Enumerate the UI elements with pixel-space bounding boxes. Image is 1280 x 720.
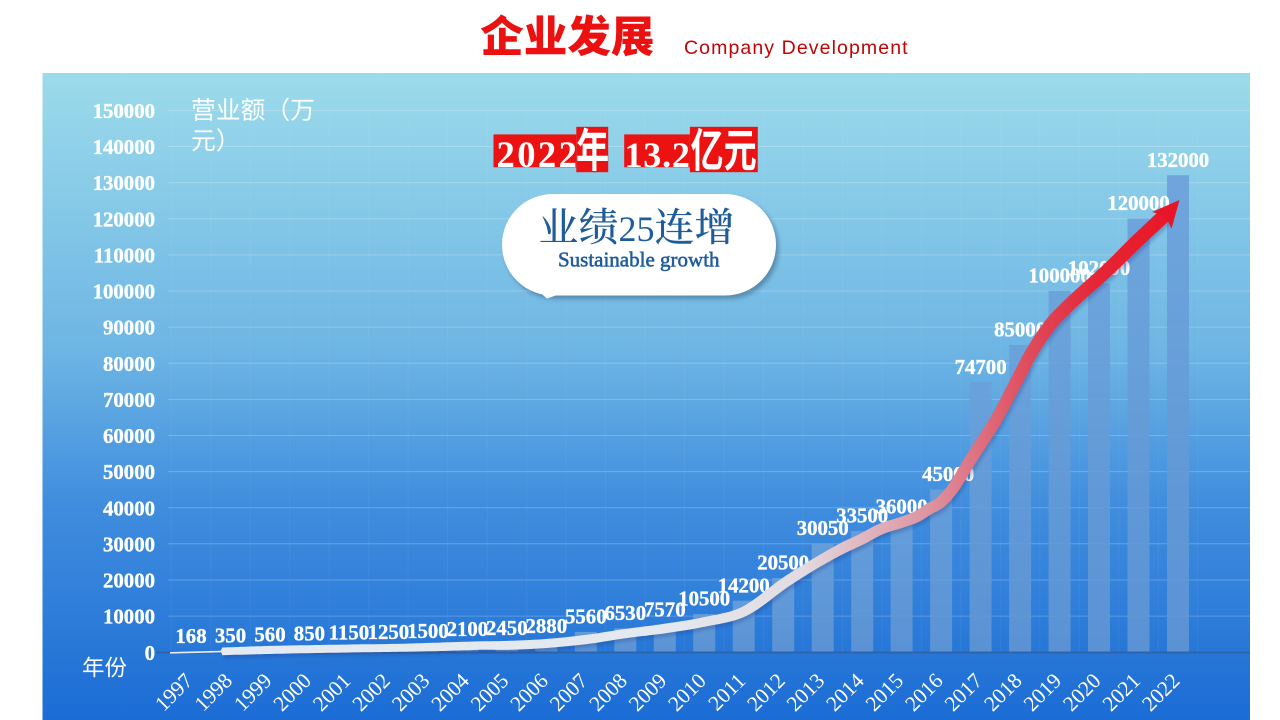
svg-text:33500: 33500 (836, 505, 888, 528)
svg-text:60000: 60000 (103, 425, 155, 448)
svg-text:Sustainable growth: Sustainable growth (558, 248, 720, 272)
svg-text:1250: 1250 (368, 621, 410, 644)
svg-text:0: 0 (145, 642, 155, 665)
svg-text:350: 350 (215, 624, 246, 647)
svg-text:168: 168 (175, 625, 206, 648)
svg-text:13.2: 13.2 (625, 135, 691, 175)
svg-text:30050: 30050 (797, 517, 849, 540)
svg-text:150000: 150000 (93, 100, 155, 123)
svg-text:25: 25 (619, 209, 655, 249)
svg-text:6530: 6530 (605, 602, 647, 625)
svg-text:1500: 1500 (407, 620, 449, 643)
svg-text:1150: 1150 (329, 621, 369, 644)
svg-text:2880: 2880 (526, 615, 568, 638)
svg-text:80000: 80000 (103, 353, 155, 376)
svg-text:10000: 10000 (103, 606, 155, 629)
svg-text:130000: 130000 (93, 172, 155, 195)
svg-text:85000: 85000 (994, 319, 1046, 342)
svg-text:100000: 100000 (1028, 264, 1090, 287)
svg-text:2022: 2022 (497, 134, 580, 175)
svg-text:2450: 2450 (486, 617, 528, 640)
svg-text:5560: 5560 (565, 606, 607, 629)
svg-text:70000: 70000 (103, 389, 155, 412)
svg-text:Company Development: Company Development (684, 37, 909, 59)
svg-text:110000: 110000 (94, 245, 155, 268)
svg-text:560: 560 (254, 624, 285, 647)
svg-text:2100: 2100 (447, 618, 489, 641)
svg-text:140000: 140000 (93, 136, 155, 159)
svg-text:14200: 14200 (718, 574, 770, 597)
svg-text:20000: 20000 (103, 570, 155, 593)
svg-text:90000: 90000 (103, 317, 155, 340)
svg-text:850: 850 (294, 623, 325, 646)
svg-text:50000: 50000 (103, 461, 155, 484)
svg-text:10500: 10500 (678, 588, 730, 611)
svg-text:20500: 20500 (757, 552, 809, 575)
svg-text:30000: 30000 (103, 533, 155, 556)
svg-text:74700: 74700 (955, 356, 1007, 379)
svg-text:7570: 7570 (644, 598, 686, 621)
svg-text:40000: 40000 (103, 497, 155, 520)
svg-text:100000: 100000 (93, 281, 155, 304)
svg-text:120000: 120000 (1107, 192, 1169, 215)
svg-text:132000: 132000 (1147, 149, 1209, 172)
svg-text:120000: 120000 (93, 208, 155, 231)
